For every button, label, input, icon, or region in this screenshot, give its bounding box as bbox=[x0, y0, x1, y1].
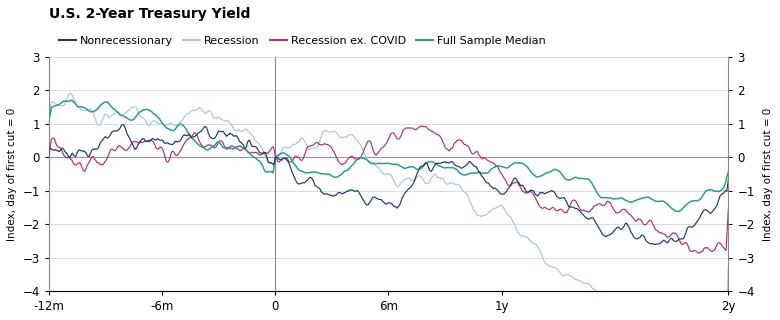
Y-axis label: Index, day of first cut = 0: Index, day of first cut = 0 bbox=[763, 107, 773, 241]
Legend: Nonrecessionary, Recession, Recession ex. COVID, Full Sample Median: Nonrecessionary, Recession, Recession ex… bbox=[55, 32, 551, 51]
Text: U.S. 2-Year Treasury Yield: U.S. 2-Year Treasury Yield bbox=[49, 7, 250, 21]
Y-axis label: Index, day of first cut = 0: Index, day of first cut = 0 bbox=[7, 107, 17, 241]
